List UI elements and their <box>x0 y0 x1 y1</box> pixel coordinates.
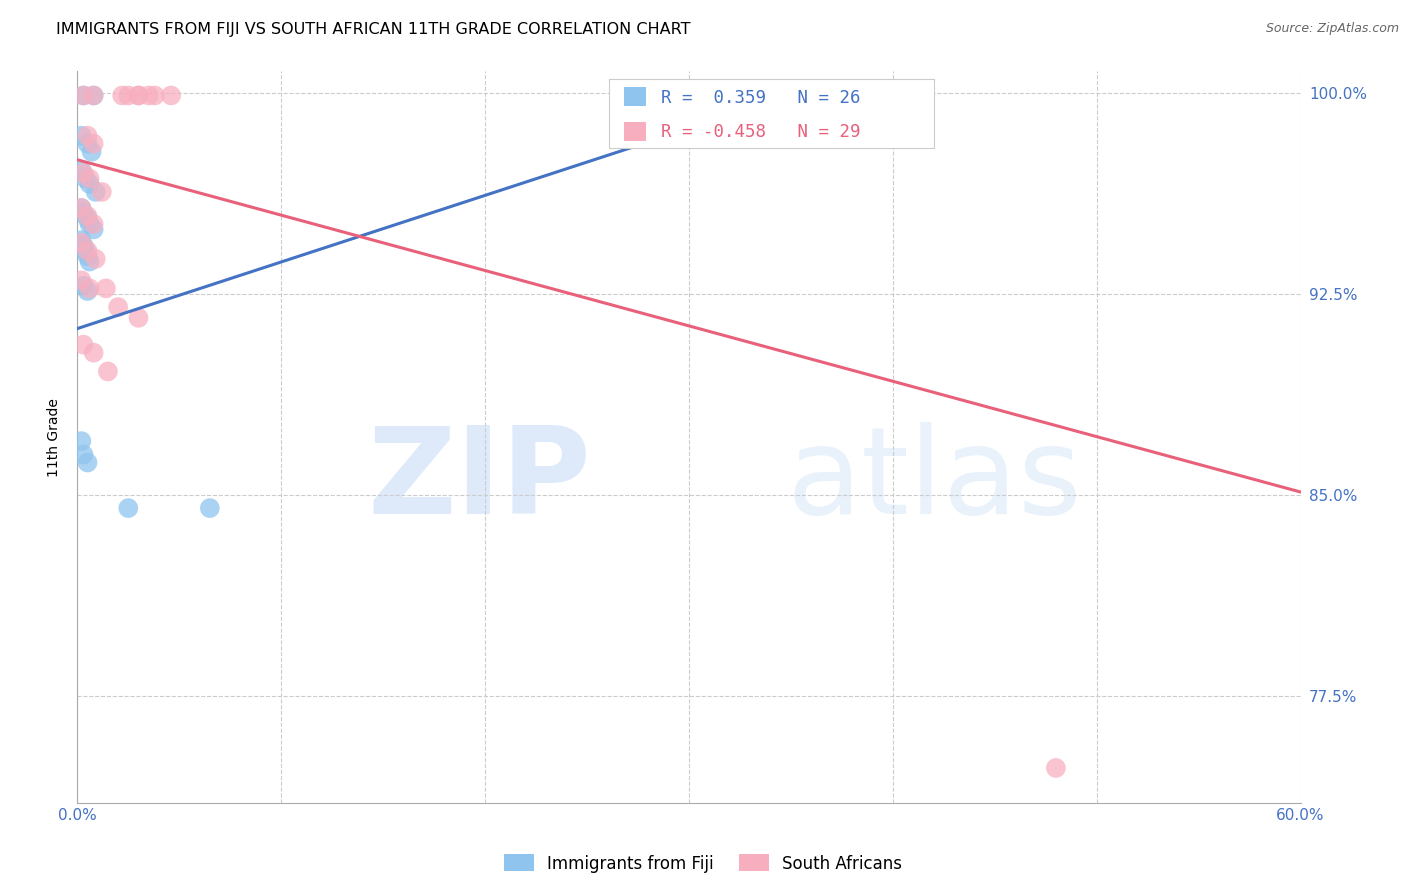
Point <box>72 238 94 252</box>
Point <box>117 501 139 516</box>
Point <box>72 448 94 462</box>
Point <box>143 88 166 103</box>
Point <box>76 284 98 298</box>
Bar <box>624 87 647 106</box>
Point <box>128 310 150 325</box>
Bar <box>624 122 647 141</box>
Point <box>70 201 93 215</box>
Point <box>72 88 94 103</box>
Point <box>72 206 94 220</box>
Point <box>128 88 150 103</box>
Text: R = -0.458   N = 29: R = -0.458 N = 29 <box>661 123 860 141</box>
Point <box>79 254 101 268</box>
Point <box>79 177 101 191</box>
Point <box>83 217 105 231</box>
Legend: Immigrants from Fiji, South Africans: Immigrants from Fiji, South Africans <box>498 847 908 880</box>
Point <box>79 217 101 231</box>
FancyBboxPatch shape <box>609 78 934 148</box>
Point <box>80 145 103 159</box>
Point <box>84 185 107 199</box>
Point <box>76 244 98 258</box>
Point <box>76 249 98 263</box>
Point <box>75 244 97 258</box>
Text: R =  0.359   N = 26: R = 0.359 N = 26 <box>661 89 860 107</box>
Text: atlas: atlas <box>787 423 1083 540</box>
Point <box>76 456 98 470</box>
Point <box>83 222 105 236</box>
Text: Source: ZipAtlas.com: Source: ZipAtlas.com <box>1265 22 1399 36</box>
Point <box>90 185 112 199</box>
Point <box>75 171 97 186</box>
Point <box>70 235 93 250</box>
Point <box>79 171 101 186</box>
Text: ZIP: ZIP <box>367 423 591 540</box>
Point <box>70 128 93 143</box>
Point <box>1045 761 1067 775</box>
Point <box>76 136 98 151</box>
Point <box>70 233 93 247</box>
Point <box>94 281 117 295</box>
Point <box>83 88 105 103</box>
Point <box>76 209 98 223</box>
Point <box>76 128 98 143</box>
Point <box>79 281 101 295</box>
Point <box>111 88 134 103</box>
Point <box>138 88 160 103</box>
Point <box>72 166 94 180</box>
Point <box>107 300 129 314</box>
Y-axis label: 11th Grade: 11th Grade <box>48 398 62 476</box>
Point <box>70 273 93 287</box>
Point <box>70 163 93 178</box>
Point <box>128 88 150 103</box>
Point <box>76 211 98 226</box>
Point <box>83 88 105 103</box>
Point <box>70 434 93 449</box>
Point <box>97 364 120 378</box>
Point <box>83 345 105 359</box>
Point <box>70 201 93 215</box>
Point <box>72 88 94 103</box>
Text: IMMIGRANTS FROM FIJI VS SOUTH AFRICAN 11TH GRADE CORRELATION CHART: IMMIGRANTS FROM FIJI VS SOUTH AFRICAN 11… <box>56 22 690 37</box>
Point <box>72 337 94 351</box>
Point <box>83 136 105 151</box>
Point <box>72 278 94 293</box>
Point <box>84 252 107 266</box>
Point <box>198 501 221 516</box>
Point <box>160 88 183 103</box>
Point <box>117 88 139 103</box>
